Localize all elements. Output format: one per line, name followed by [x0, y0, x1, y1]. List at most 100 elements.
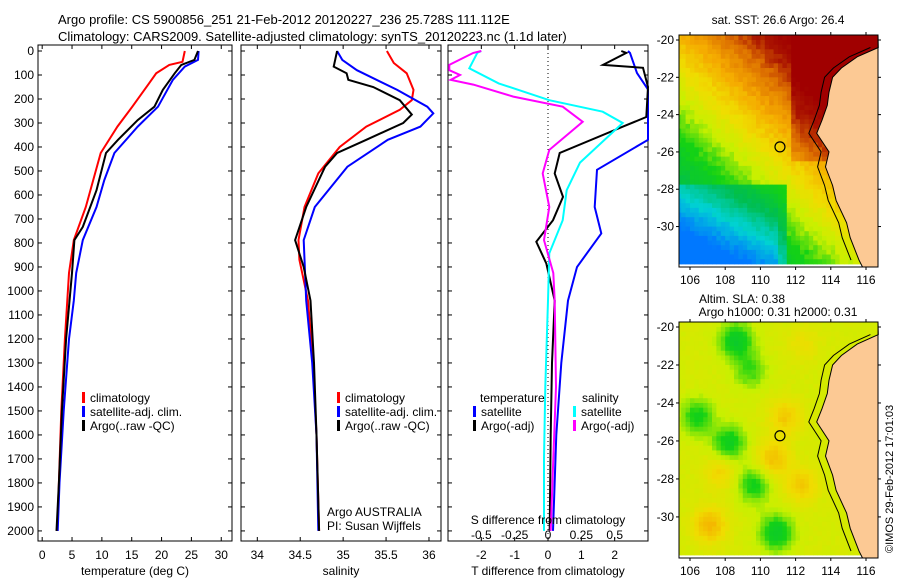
map-cell — [707, 365, 713, 371]
map-cell — [769, 455, 775, 461]
map-cell — [679, 341, 682, 347]
map-cell — [817, 203, 823, 209]
map-cell — [707, 110, 713, 116]
map-cell — [742, 151, 748, 158]
map-cell — [690, 355, 695, 361]
map-cell — [839, 341, 845, 347]
map-cell — [808, 440, 814, 447]
map-cell — [712, 379, 717, 385]
map-cell — [839, 535, 845, 542]
map-cell — [773, 459, 779, 466]
map-cell — [716, 507, 722, 513]
map-cell — [685, 331, 691, 337]
map-cell — [747, 379, 753, 385]
map-cell — [681, 161, 687, 167]
map-cell — [769, 331, 775, 337]
map-cell — [830, 550, 836, 556]
map-cell — [786, 540, 792, 546]
map-cell — [764, 259, 770, 265]
map-cell — [729, 507, 735, 513]
map-cell — [698, 393, 704, 399]
map-cell — [738, 464, 744, 470]
map-cell — [734, 516, 739, 523]
map-cell — [681, 422, 687, 428]
map-cell — [756, 226, 761, 232]
map-cell — [808, 147, 814, 153]
map-cell — [725, 379, 731, 385]
map-cell — [791, 231, 797, 237]
lat-tick-label: -20 — [657, 320, 675, 334]
map-cell — [725, 502, 731, 508]
map-cell — [813, 355, 819, 361]
map-cell — [826, 469, 832, 475]
map-cell — [716, 483, 722, 489]
map-cell — [756, 322, 761, 328]
map-cell — [795, 198, 801, 204]
map-cell — [734, 137, 739, 144]
map-cell — [760, 322, 766, 328]
map-cell — [813, 235, 819, 242]
map-cell — [738, 403, 744, 409]
map-cell — [681, 531, 687, 537]
map-cell — [720, 365, 726, 371]
map-cell — [742, 450, 748, 456]
map-cell — [795, 128, 801, 134]
map-cell — [742, 469, 748, 475]
map-cell — [808, 58, 814, 64]
map-cell — [729, 249, 735, 256]
map-cell — [769, 40, 775, 46]
map-cell — [742, 445, 748, 451]
map-cell — [725, 189, 731, 195]
map-cell — [720, 403, 726, 409]
map-cell — [808, 212, 814, 218]
map-cell — [764, 540, 770, 546]
map-cell — [751, 193, 757, 200]
map-cell — [720, 360, 726, 366]
map-cell — [747, 68, 753, 74]
map-cell — [852, 540, 858, 546]
map-cell — [852, 331, 858, 337]
map-cell — [738, 151, 744, 158]
map-cell — [835, 44, 841, 50]
map-cell — [707, 212, 713, 218]
map-cell — [703, 369, 709, 375]
map-cell — [694, 240, 700, 246]
map-cell — [782, 436, 788, 442]
map-cell — [791, 245, 797, 251]
map-cell — [738, 531, 744, 537]
map-cell — [782, 512, 788, 518]
map-cell — [817, 535, 823, 542]
map-cell — [742, 407, 748, 413]
map-cell — [817, 327, 823, 333]
map-cell — [791, 44, 797, 50]
map-cell — [690, 77, 695, 83]
map-cell — [690, 379, 695, 385]
map-cell — [808, 128, 814, 134]
map-cell — [703, 360, 709, 366]
map-cell — [786, 507, 792, 513]
map-cell — [716, 516, 722, 523]
map-cell — [764, 245, 770, 251]
map-cell — [734, 507, 739, 513]
map-cell — [773, 374, 779, 380]
argo-position-marker — [774, 430, 786, 442]
map-cell — [679, 254, 682, 260]
map-cell — [751, 44, 757, 50]
map-cell — [712, 221, 717, 228]
map-cell — [751, 86, 757, 92]
map-cell — [742, 493, 748, 499]
map-cell — [747, 91, 753, 97]
map-cell — [698, 412, 704, 418]
map-cell — [786, 142, 792, 148]
map-cell — [791, 123, 797, 130]
map-cell — [707, 455, 713, 461]
map-cell — [725, 100, 731, 106]
map-cell — [679, 531, 682, 537]
map-cell — [839, 531, 845, 537]
map-cell — [822, 483, 827, 489]
map-cell — [844, 259, 849, 265]
map-cell — [760, 516, 766, 523]
map-cell — [791, 207, 797, 214]
y-tick-label: 1100 — [8, 308, 34, 322]
map-cell — [690, 151, 695, 158]
